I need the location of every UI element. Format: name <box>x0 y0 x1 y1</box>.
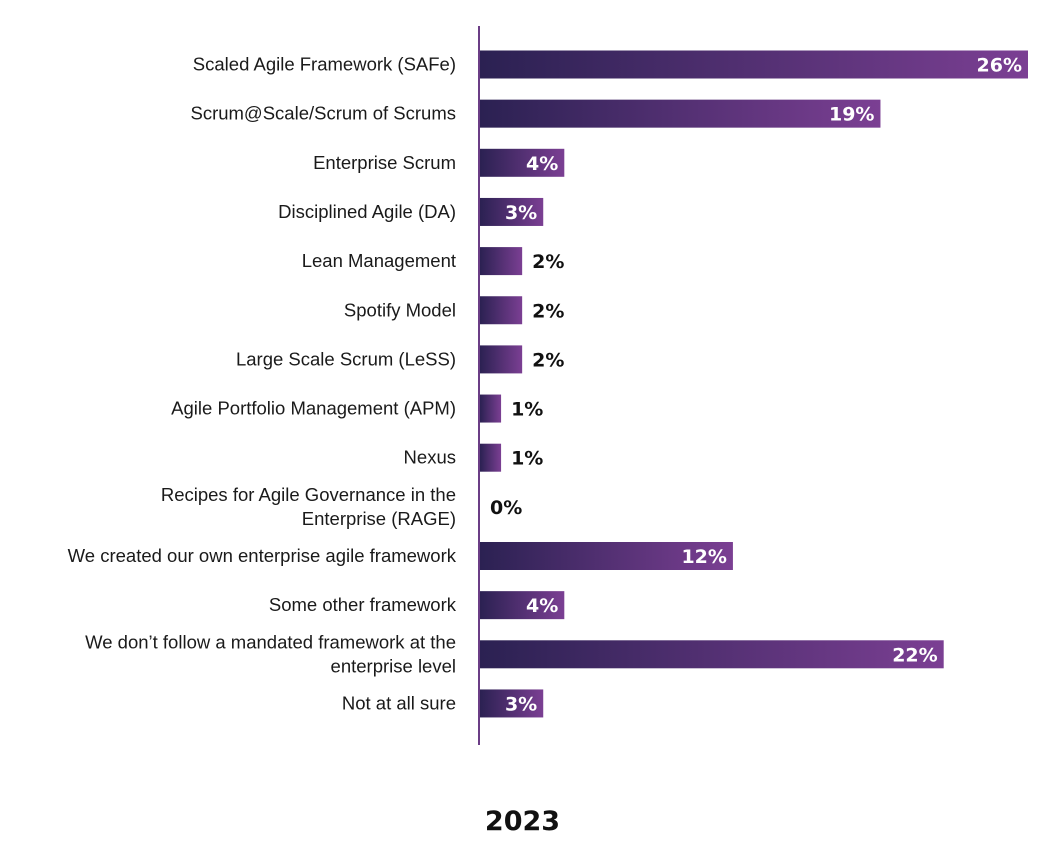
category-label: We created our own enterprise agile fram… <box>68 545 457 566</box>
category-label: Scaled Agile Framework (SAFe) <box>193 54 456 75</box>
category-label: Scrum@Scale/Scrum of Scrums <box>190 103 456 124</box>
category-label-line: Some other framework <box>269 594 457 615</box>
category-label: Lean Management <box>302 250 456 271</box>
category-label-line: Spotify Model <box>344 299 456 320</box>
bar <box>480 640 944 669</box>
value-label: 26% <box>977 55 1022 77</box>
category-label: Agile Portfolio Management (APM) <box>171 398 456 419</box>
category-label-line: Large Scale Scrum (LeSS) <box>236 348 456 369</box>
value-label: 2% <box>532 300 564 322</box>
bar <box>480 148 565 177</box>
value-label: 2% <box>532 349 564 371</box>
category-label: We don’t follow a mandated framework at … <box>85 631 456 676</box>
category-label-line: Scaled Agile Framework (SAFe) <box>193 54 456 75</box>
category-label-line: Nexus <box>404 447 456 468</box>
category-label: Nexus <box>404 447 456 468</box>
category-label-line: Enterprise (RAGE) <box>302 508 456 529</box>
category-label: Not at all sure <box>342 692 456 713</box>
category-label-line: enterprise level <box>331 655 456 676</box>
category-label: Recipes for Agile Governance in the Enter… <box>161 484 456 529</box>
bar-chart: Scaled Agile Framework (SAFe) 26% Scrum@Sc… <box>68 26 1028 745</box>
category-label: Disciplined Agile (DA) <box>278 201 456 222</box>
category-label: Large Scale Scrum (LeSS) <box>236 348 456 369</box>
bar <box>480 50 1028 79</box>
bar <box>480 689 544 718</box>
value-label: 3% <box>505 202 537 224</box>
bar <box>480 197 544 226</box>
bar <box>480 443 502 472</box>
value-label: 19% <box>829 104 874 126</box>
value-label: 4% <box>526 153 558 175</box>
bar <box>480 394 502 423</box>
category-label-line: Enterprise Scrum <box>313 152 456 173</box>
bar <box>480 591 565 620</box>
value-label: 0% <box>490 497 522 519</box>
category-label: Enterprise Scrum <box>313 152 456 173</box>
bar <box>480 99 881 128</box>
category-label-line: We created our own enterprise agile fram… <box>68 545 457 566</box>
category-label-line: Lean Management <box>302 250 456 271</box>
bar <box>480 345 523 374</box>
category-label-line: Scrum@Scale/Scrum of Scrums <box>190 103 456 124</box>
category-label-line: We don’t follow a mandated framework at … <box>85 631 456 652</box>
bars-layer: Scaled Agile Framework (SAFe) 26% Scrum@Sc… <box>68 50 1028 718</box>
value-label: 4% <box>526 595 558 617</box>
year-label: 2023 <box>484 806 561 837</box>
value-label: 12% <box>681 546 726 568</box>
bar <box>480 247 523 276</box>
value-label: 2% <box>532 251 564 273</box>
value-label: 3% <box>505 693 537 715</box>
bar <box>480 542 733 570</box>
category-label-line: Not at all sure <box>342 692 456 713</box>
category-label-line: Agile Portfolio Management (APM) <box>171 398 456 419</box>
category-label-line: Disciplined Agile (DA) <box>278 201 456 222</box>
value-label: 1% <box>511 399 543 421</box>
category-label: Spotify Model <box>344 299 456 320</box>
category-label-line: Recipes for Agile Governance in the <box>161 484 456 505</box>
bar <box>480 296 523 325</box>
value-label: 1% <box>511 448 543 470</box>
category-label: Some other framework <box>269 594 457 615</box>
value-label: 22% <box>892 644 937 666</box>
